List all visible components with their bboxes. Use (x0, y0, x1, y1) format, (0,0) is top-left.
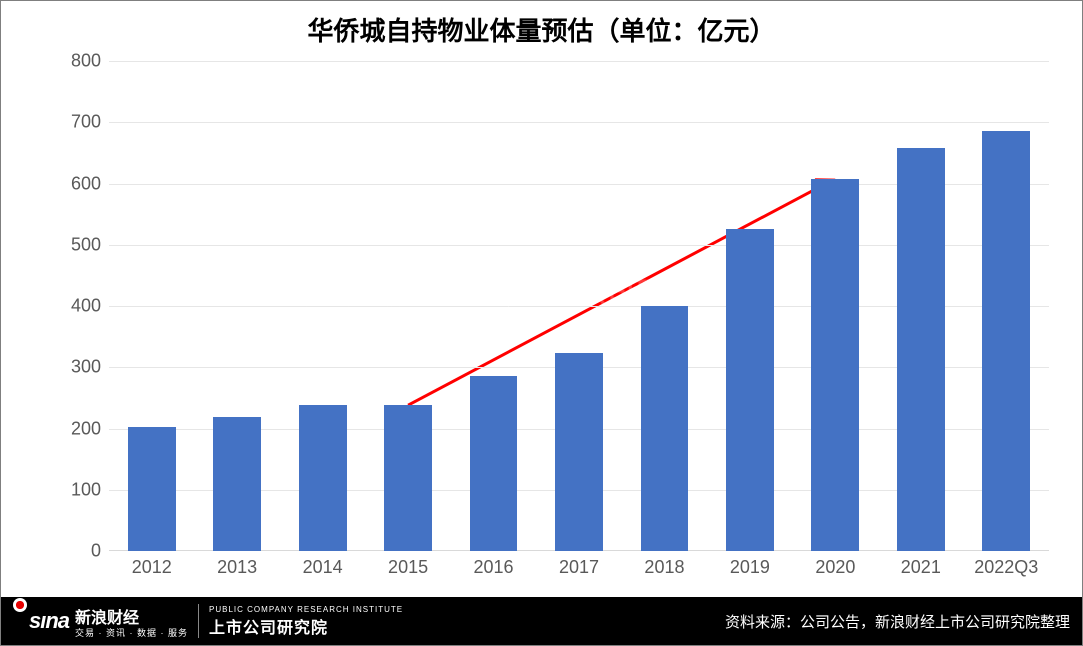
footer-inst-en: PUBLIC COMPANY RESEARCH INSTITUTE (209, 605, 403, 614)
bar (299, 405, 347, 551)
x-tick-label: 2014 (303, 557, 343, 578)
bar (641, 306, 689, 551)
bar (128, 427, 176, 551)
y-tick-label: 800 (49, 51, 101, 72)
footer-left: sına 新浪财经 交易 · 资讯 · 数据 · 服务 PUBLIC COMPA… (13, 604, 403, 639)
footer-sina-sub: 交易 · 资讯 · 数据 · 服务 (75, 626, 188, 639)
x-tick-label: 2017 (559, 557, 599, 578)
footer-sina-block: sına 新浪财经 交易 · 资讯 · 数据 · 服务 (13, 604, 188, 639)
x-tick-label: 2019 (730, 557, 770, 578)
bar (726, 229, 774, 551)
footer-sina-cn: 新浪财经 (75, 604, 188, 628)
plot-area: 0100200300400500600700800201220132014201… (109, 61, 1049, 551)
sina-eye-icon (13, 598, 27, 612)
y-tick-label: 200 (49, 418, 101, 439)
x-tick-label: 2020 (815, 557, 855, 578)
y-tick-label: 700 (49, 112, 101, 133)
footer-divider (198, 604, 199, 638)
footer-sina-logo: sına (29, 608, 69, 634)
x-tick-label: 2012 (132, 557, 172, 578)
x-tick-label: 2016 (474, 557, 514, 578)
y-tick-label: 0 (49, 541, 101, 562)
bar (384, 405, 432, 551)
chart-frame: 华侨城自持物业体量预估（单位：亿元） 010020030040050060070… (0, 0, 1083, 646)
bar (555, 353, 603, 551)
y-tick-label: 500 (49, 234, 101, 255)
y-tick-label: 100 (49, 479, 101, 500)
x-tick-label: 2022Q3 (974, 557, 1038, 578)
footer-inst-block: PUBLIC COMPANY RESEARCH INSTITUTE 上市公司研究… (209, 605, 403, 638)
x-tick-label: 2018 (644, 557, 684, 578)
y-tick-label: 300 (49, 357, 101, 378)
x-tick-label: 2015 (388, 557, 428, 578)
x-tick-label: 2021 (901, 557, 941, 578)
bar (811, 179, 859, 551)
footer-inst-cn: 上市公司研究院 (209, 614, 403, 638)
footer-bar: sına 新浪财经 交易 · 资讯 · 数据 · 服务 PUBLIC COMPA… (1, 597, 1082, 645)
chart-title: 华侨城自持物业体量预估（单位：亿元） (1, 11, 1082, 48)
bar (897, 148, 945, 551)
y-tick-label: 600 (49, 173, 101, 194)
gridline (109, 122, 1049, 123)
y-tick-label: 400 (49, 296, 101, 317)
x-tick-label: 2013 (217, 557, 257, 578)
bar (982, 131, 1030, 551)
bar (213, 417, 261, 551)
bar (470, 376, 518, 551)
footer-source: 资料来源：公司公告，新浪财经上市公司研究院整理 (725, 611, 1070, 632)
gridline (109, 61, 1049, 62)
